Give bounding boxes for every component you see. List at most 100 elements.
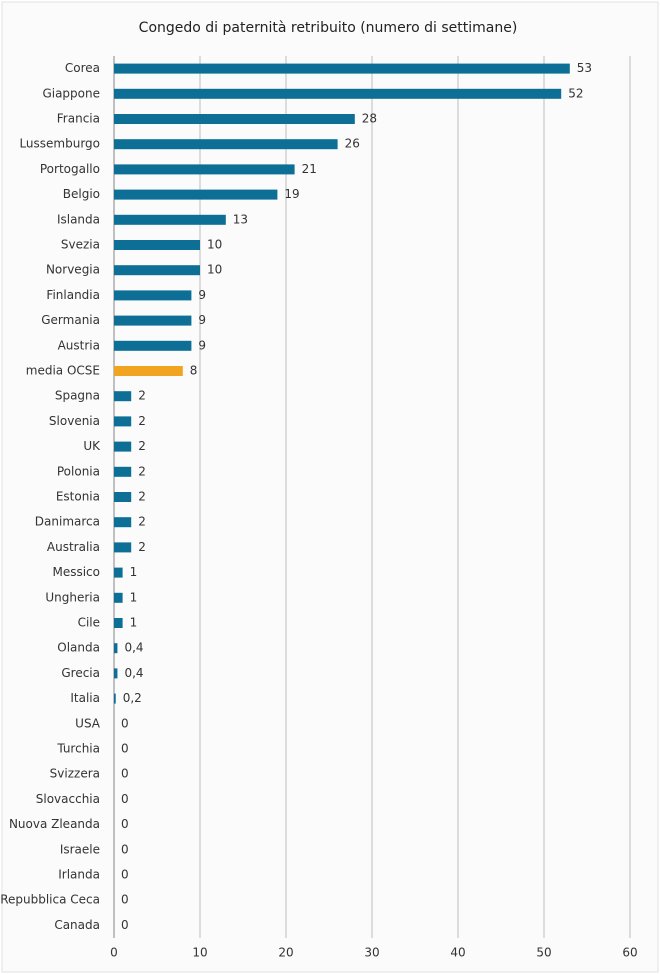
data-label: 0 [121,792,129,806]
data-label: 2 [138,389,146,403]
bar [114,542,132,553]
data-label: 1 [130,565,138,579]
y-tick-label: USA [75,716,101,730]
data-label: 19 [284,187,299,201]
bar [114,567,123,578]
bar [114,290,192,301]
data-label: 28 [362,112,377,126]
bar [114,492,132,502]
bar [114,164,295,175]
y-tick-label: Irlanda [58,868,100,882]
data-label: 0 [121,742,129,756]
bar [114,88,562,99]
data-label: 0,4 [124,641,143,655]
data-label: 2 [138,490,146,504]
data-label: 2 [138,515,146,529]
x-tick-label: 40 [450,946,465,960]
bar [114,618,123,628]
data-label: 0 [121,893,129,907]
data-label: 26 [345,137,360,151]
y-tick-label: Francia [57,112,100,126]
x-tick-label: 60 [622,946,637,960]
data-label: 0,4 [124,666,143,680]
y-tick-label: Danimarca [35,515,100,529]
data-label: 9 [198,288,206,302]
data-label: 8 [190,364,198,378]
y-tick-label: Repubblica Ceca [0,893,100,907]
y-tick-label: Estonia [56,490,100,504]
x-tick-label: 50 [536,946,551,960]
bar [114,416,132,427]
y-tick-label: Germania [41,313,100,327]
bar [114,315,192,326]
y-tick-label: Slovenia [49,414,100,428]
data-label: 1 [130,616,138,630]
bar [114,114,355,124]
bar [114,265,200,276]
y-tick-label: Finlandia [46,288,100,302]
y-tick-label: Svizzera [50,767,100,781]
y-tick-label: Grecia [61,666,100,680]
y-tick-label: Corea [65,61,100,75]
data-label: 2 [138,464,146,478]
data-label: 10 [207,263,222,277]
data-label: 0 [121,817,129,831]
bar [114,517,132,528]
bar [114,668,118,679]
y-tick-label: Cile [78,616,100,630]
y-tick-label: Israele [60,842,100,856]
data-label: 0 [121,842,129,856]
y-tick-label: Messico [52,565,100,579]
x-tick-label: 20 [278,946,293,960]
y-tick-label: Svezia [61,238,100,252]
data-label: 9 [198,338,206,352]
data-label: 0 [121,868,129,882]
bar [114,643,118,654]
bar [114,466,132,477]
y-tick-label: Italia [70,691,100,705]
y-tick-label: Australia [47,540,100,554]
y-tick-label: media OCSE [26,364,100,378]
chart-title: Congedo di paternità retribuito (numero … [139,20,518,36]
data-label: 1 [130,590,138,604]
y-tick-label: Portogallo [40,162,100,176]
y-tick-label: Turchia [56,742,100,756]
y-tick-label: Ungheria [45,590,100,604]
bar [114,592,123,603]
data-label: 9 [198,313,206,327]
data-label: 2 [138,540,146,554]
data-label: 52 [568,86,583,100]
bar [114,240,200,250]
y-tick-label: Belgio [63,187,100,201]
bar [114,340,192,351]
y-tick-label: Norvegia [46,263,100,277]
bar [114,391,132,402]
data-label: 2 [138,439,146,453]
bar [114,189,278,200]
y-tick-label: Olanda [57,641,100,655]
y-tick-label: Austria [58,338,100,352]
data-label: 10 [207,238,222,252]
y-tick-label: Lussemburgo [19,137,100,151]
bar [114,214,226,225]
y-tick-label: Canada [54,918,100,932]
y-tick-label: Spagna [55,389,100,403]
x-tick-label: 30 [364,946,379,960]
bar [114,441,132,452]
data-label: 0 [121,716,129,730]
bar [114,693,116,704]
y-tick-label: Nuova Zleanda [9,817,100,831]
data-label: 0 [121,767,129,781]
bar [114,63,570,74]
data-label: 0,2 [123,691,142,705]
data-label: 13 [233,212,248,226]
y-tick-label: Giappone [42,86,100,100]
data-label: 53 [577,61,592,75]
data-label: 2 [138,414,146,428]
y-tick-label: Slovacchia [36,792,100,806]
bar [114,366,183,376]
data-label: 0 [121,918,129,932]
y-tick-label: Polonia [57,464,100,478]
y-tick-label: Islanda [57,212,100,226]
